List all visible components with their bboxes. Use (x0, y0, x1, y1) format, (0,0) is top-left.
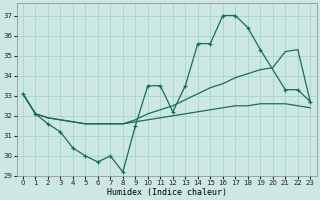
X-axis label: Humidex (Indice chaleur): Humidex (Indice chaleur) (107, 188, 227, 197)
